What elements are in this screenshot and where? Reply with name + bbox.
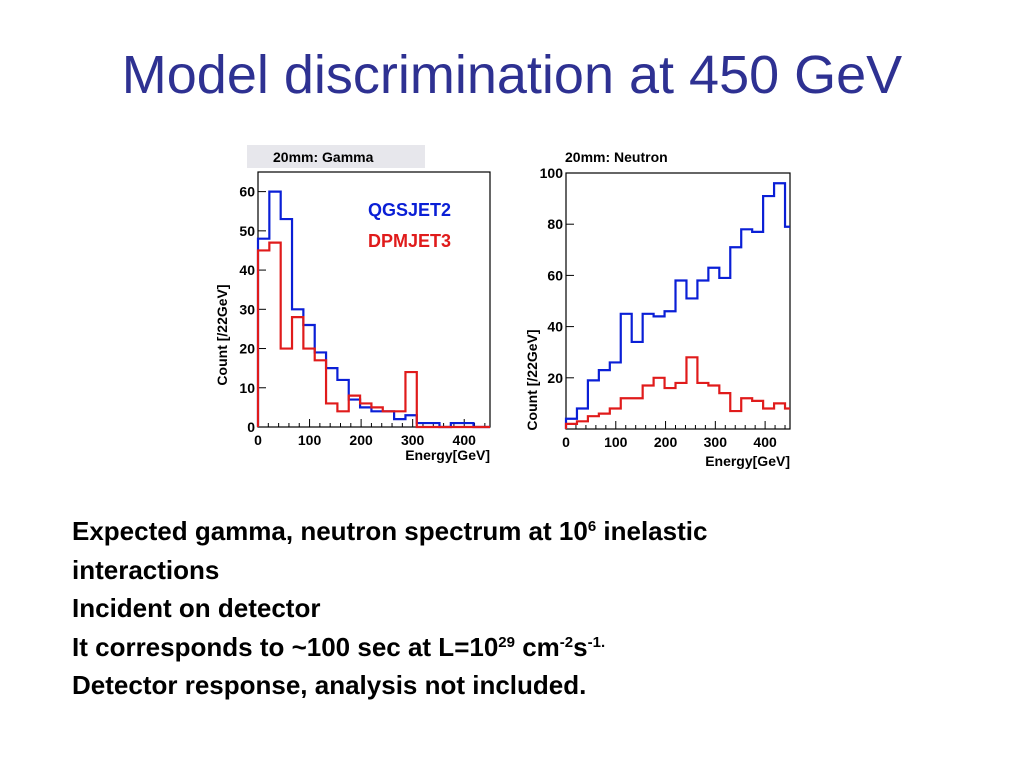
slide-title: Model discrimination at 450 GeV <box>121 45 903 105</box>
x-tick-label: 100 <box>604 434 628 450</box>
y-tick-label: 0 <box>247 419 255 435</box>
x-tick-label: 400 <box>753 434 777 450</box>
x-axis-label: Energy[GeV] <box>405 447 490 463</box>
superscript: 29 <box>498 633 515 651</box>
body-line: Detector response, analysis not included… <box>72 666 707 705</box>
x-tick-label: 400 <box>453 432 477 448</box>
body-line: Incident on detector <box>72 589 707 628</box>
body-line: Expected gamma, neutron spectrum at 106 … <box>72 512 707 551</box>
text-run: interactions <box>72 554 220 585</box>
chart-title: 20mm: Neutron <box>565 149 668 165</box>
x-tick-label: 100 <box>298 432 322 448</box>
y-tick-label: 50 <box>239 223 255 239</box>
body-line: It corresponds to ~100 sec at L=1029 cm-… <box>72 628 707 667</box>
y-tick-label: 10 <box>239 380 255 396</box>
y-tick-label: 20 <box>547 370 563 386</box>
histogram-series-blue <box>564 182 790 429</box>
histogram-series-red <box>564 356 790 429</box>
body-line: interactions <box>72 551 707 590</box>
x-tick-label: 300 <box>401 432 425 448</box>
text-run: Detector response, analysis not included… <box>72 670 587 700</box>
y-tick-label: 80 <box>547 216 563 232</box>
y-tick-label: 60 <box>239 184 255 200</box>
histogram-series-red <box>256 241 490 429</box>
x-tick-label: 200 <box>349 432 373 448</box>
y-tick-label: 30 <box>239 301 255 317</box>
x-tick-label: 200 <box>654 434 678 450</box>
x-tick-label: 0 <box>254 432 262 448</box>
superscript: -2 <box>559 633 574 651</box>
plot-frame <box>565 172 791 430</box>
legend-qgsjet2: QGSJET2 <box>368 200 451 220</box>
chart-title: 20mm: Gamma <box>273 149 374 165</box>
text-run: It corresponds to ~100 sec at L=10 <box>72 631 499 662</box>
slide-body: Expected gamma, neutron spectrum at 106 … <box>72 512 707 705</box>
superscript: 6 <box>587 518 597 535</box>
text-run: Expected gamma, neutron spectrum at 10 <box>72 516 588 546</box>
text-run: inelastic <box>596 516 708 546</box>
legend-dpmjet3: DPMJET3 <box>368 231 451 251</box>
x-tick-label: 0 <box>562 434 570 450</box>
x-axis-label: Energy[GeV] <box>705 453 790 469</box>
x-tick-label: 300 <box>704 434 728 450</box>
gamma-histogram: 20mm: Gamma 0 100 200 300 400 0 10 20 30 40 50 60 C… <box>214 145 491 463</box>
superscript: -1. <box>587 633 606 651</box>
text-run: Incident on detector <box>72 593 321 623</box>
neutron-histogram: 20mm: Neutron 0 100 200 300 400 20 40 60 80 100 C… <box>524 149 791 469</box>
histogram-series-blue <box>256 190 490 429</box>
y-tick-label: 100 <box>540 165 564 181</box>
y-axis-label: Count [/22GeV] <box>524 329 540 430</box>
y-tick-label: 20 <box>239 341 255 357</box>
y-tick-label: 60 <box>547 267 563 283</box>
text-run: cm <box>514 631 560 662</box>
text-run: s <box>573 631 588 662</box>
chart-title-box <box>247 145 425 168</box>
y-tick-label: 40 <box>239 262 255 278</box>
y-axis-label: Count [/22GeV] <box>214 284 230 385</box>
y-tick-label: 40 <box>547 319 563 335</box>
